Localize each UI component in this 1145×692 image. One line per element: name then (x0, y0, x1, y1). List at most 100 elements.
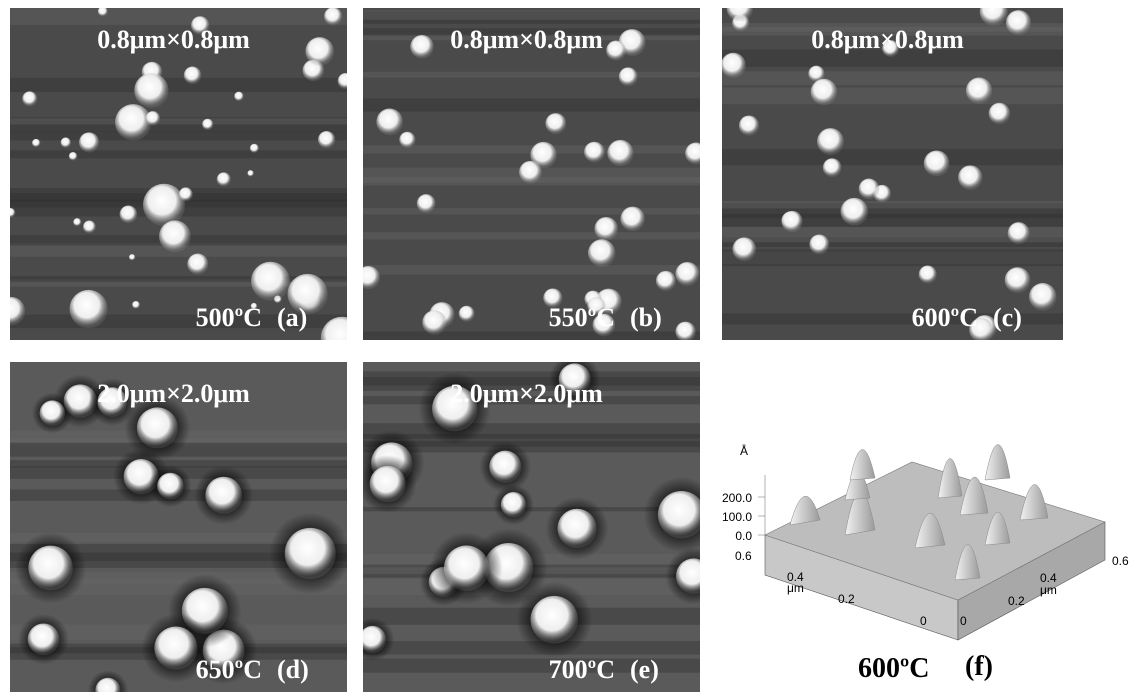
right-tick-label: 0 (960, 614, 967, 628)
particle (732, 237, 756, 261)
particle (321, 317, 364, 360)
streak (363, 10, 700, 20)
panel-label: (d) (277, 655, 309, 684)
scale-label: 0.8μm×0.8μm (811, 25, 964, 54)
afm-image (357, 8, 707, 348)
streak (722, 201, 1063, 209)
particle (154, 627, 197, 670)
particle (83, 221, 96, 234)
z-tick-label: 100.0 (722, 510, 752, 524)
particle (809, 234, 829, 254)
particle (359, 626, 386, 653)
particle (247, 170, 254, 177)
streak (722, 249, 1063, 266)
particle (531, 596, 579, 644)
particle (28, 623, 60, 655)
particle (811, 79, 838, 106)
particle (132, 301, 140, 309)
streak (722, 149, 1063, 165)
streak (363, 265, 700, 275)
particle (324, 7, 342, 25)
temperature-label: 700ºC (549, 655, 615, 684)
right-tick-label: 0.6 (1112, 554, 1129, 568)
streak (10, 8, 347, 25)
particle (137, 407, 178, 448)
particle (205, 477, 242, 514)
left-tick-label: 0.6 (735, 549, 752, 563)
particle (501, 492, 526, 517)
temperature-label: 650ºC (196, 655, 262, 684)
particle (417, 194, 436, 213)
particle (1029, 283, 1056, 310)
particle (73, 218, 81, 226)
left-unit: μm (787, 581, 804, 595)
particle (607, 140, 633, 166)
particle (444, 546, 489, 591)
particle (989, 103, 1011, 125)
caption-label: (f) (965, 651, 993, 682)
streak (722, 88, 1063, 105)
particle (370, 466, 406, 502)
streak (363, 232, 700, 239)
particle (143, 184, 185, 226)
particle (924, 151, 950, 177)
streak (363, 208, 700, 214)
streak (363, 331, 700, 337)
particle (489, 451, 521, 483)
scale-label: 0.8μm×0.8μm (450, 25, 603, 54)
particle (305, 37, 334, 66)
particle (619, 67, 638, 86)
afm-image (0, 6, 363, 359)
particle (32, 139, 40, 147)
particle (594, 217, 618, 241)
particle (1006, 10, 1031, 35)
particle (69, 152, 78, 161)
streak (363, 338, 700, 348)
particle (202, 119, 213, 130)
left-tick-label: 0.2 (838, 592, 855, 606)
streak (10, 118, 347, 124)
particle (146, 111, 161, 126)
particle (859, 179, 880, 200)
particle (28, 546, 73, 591)
particle (817, 128, 844, 155)
particle (115, 104, 151, 140)
panel-label: (c) (993, 303, 1022, 332)
particle (675, 322, 695, 342)
particle (338, 73, 354, 89)
particle (958, 165, 982, 189)
panel-label: (b) (630, 303, 662, 332)
particle (584, 142, 605, 163)
streak (363, 99, 700, 112)
particle (22, 91, 37, 106)
particle (187, 254, 208, 275)
streak (10, 150, 347, 158)
streak (10, 132, 347, 141)
particle (179, 187, 193, 201)
scale-label: 0.8μm×0.8μm (97, 25, 250, 54)
particle (422, 310, 446, 334)
particle (410, 35, 434, 59)
right-unit: μm (1040, 583, 1057, 597)
particle (40, 400, 65, 425)
z-tick-label: 200.0 (722, 491, 752, 505)
temperature-label: 600ºC (912, 303, 978, 332)
particle (1005, 267, 1031, 293)
particle (676, 558, 711, 593)
z-unit: Å (740, 443, 748, 458)
caption-temperature: 600ºC (858, 653, 929, 684)
particle (134, 73, 168, 107)
scale-label: 2.0μm×2.0μm (97, 379, 250, 408)
streak (363, 72, 700, 78)
particle (217, 172, 231, 186)
particle (721, 53, 746, 78)
afm-image (10, 362, 351, 692)
page: {"panels": [ {"scale": "0.8μm×0.8μm", "t… (0, 0, 1145, 692)
particle (823, 158, 842, 177)
particle (530, 142, 556, 168)
particle (234, 92, 244, 102)
particle (782, 211, 803, 232)
particle (459, 306, 475, 322)
particle (376, 109, 403, 136)
particle (6, 208, 16, 218)
